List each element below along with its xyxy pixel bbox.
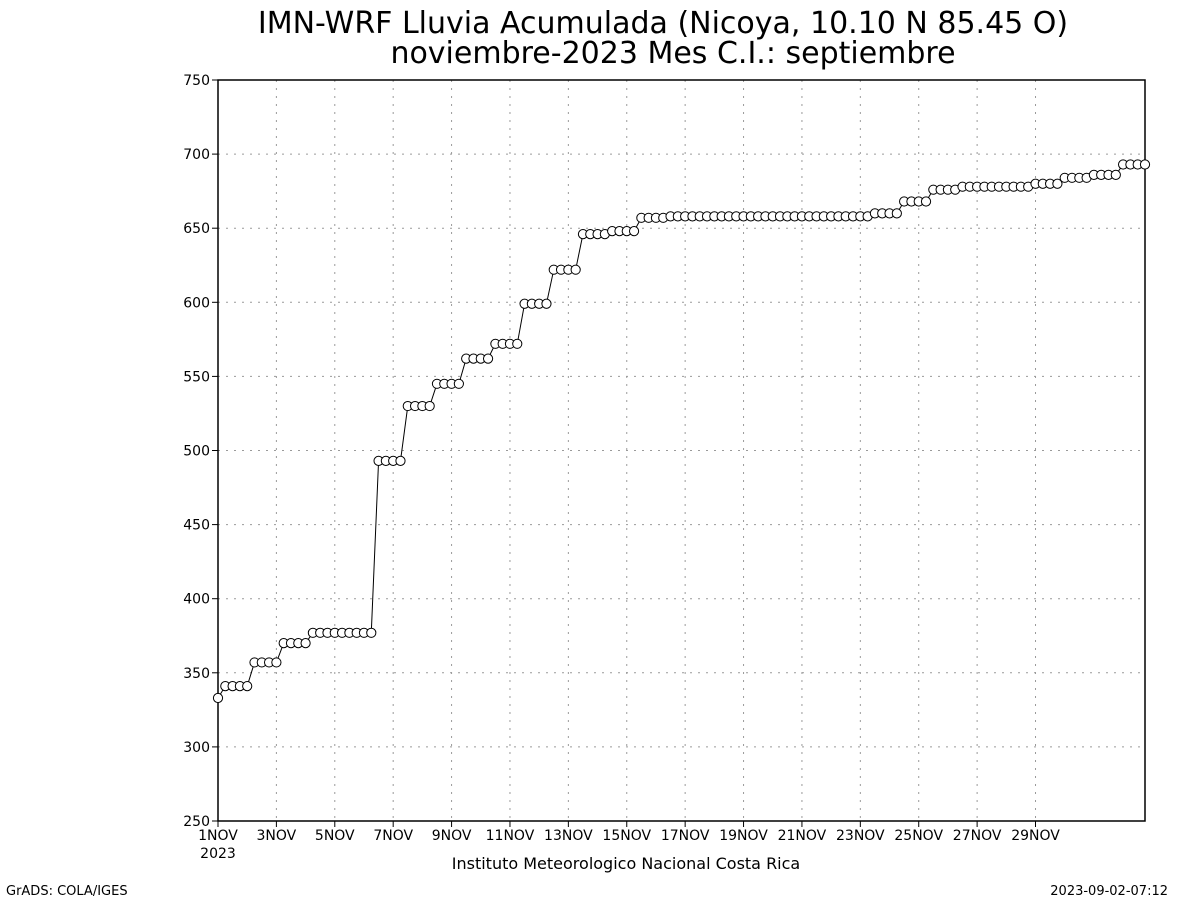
x-tick-label: 19NOV	[719, 828, 768, 844]
x-tick-label: 3NOV	[257, 828, 297, 844]
x-tick-label: 25NOV	[894, 828, 943, 844]
x-tick-label: 23NOV	[836, 828, 885, 844]
y-tick-label: 300	[183, 740, 210, 756]
timestamp-label: 2023-09-02-07:12	[1050, 884, 1168, 899]
data-point	[512, 338, 523, 349]
data-point	[1110, 169, 1121, 180]
series-line	[217, 163, 1145, 699]
y-tick-label: 350	[183, 666, 210, 682]
data-point	[541, 298, 552, 309]
x-axis-year-label: 2023	[200, 846, 236, 862]
data-point	[1052, 178, 1063, 189]
x-tick-label: 27NOV	[953, 828, 1002, 844]
software-credit: GrADS: COLA/IGES	[6, 884, 128, 899]
data-point	[212, 692, 224, 704]
data-point	[482, 353, 494, 364]
data-point	[570, 264, 581, 275]
y-tick-label: 400	[183, 592, 210, 608]
y-tick-label: 550	[183, 369, 210, 385]
x-tick-label: 15NOV	[602, 828, 651, 844]
y-tick-label: 650	[183, 221, 210, 237]
x-tick-label: 11NOV	[486, 828, 535, 844]
x-tick-label: 29NOV	[1011, 828, 1060, 844]
x-tick-label: 17NOV	[661, 828, 710, 844]
chart-subtitle: noviembre-2023 Mes C.I.: septiembre	[390, 36, 955, 71]
data-point	[1139, 159, 1151, 170]
y-tick-label: 600	[183, 295, 210, 311]
chart-title: IMN-WRF Lluvia Acumulada (Nicoya, 10.10 …	[258, 6, 1068, 41]
data-point	[395, 455, 406, 466]
y-tick-label: 500	[183, 444, 210, 460]
data-point	[453, 378, 464, 389]
x-tick-label: 13NOV	[544, 828, 593, 844]
y-tick-label: 450	[183, 518, 210, 534]
x-tick-label: 7NOV	[373, 828, 413, 844]
series-layer	[212, 159, 1151, 704]
data-point	[366, 627, 377, 638]
y-tick-label: 250	[183, 814, 210, 830]
data-point	[424, 400, 435, 412]
data-point	[242, 681, 253, 692]
data-point	[920, 196, 932, 207]
data-point	[891, 208, 902, 219]
data-point	[271, 657, 282, 668]
x-tick-label: 9NOV	[432, 828, 472, 844]
y-tick-label: 750	[183, 73, 210, 89]
x-tick-label: 5NOV	[315, 828, 355, 844]
y-axis: 250 300 350 400 450 500 550 600 650 700 750	[183, 73, 218, 830]
x-axis: 1NOV 3NOV 5NOV 7NOV 9NOV 11NOV 13NOV 15NOV 17NOV…	[198, 821, 1060, 844]
x-tick-label: 1NOV	[198, 828, 238, 844]
data-point	[628, 226, 640, 237]
institution-label: Instituto Meteorologico Nacional Costa R…	[452, 854, 800, 873]
grid-layer	[218, 80, 1145, 821]
x-tick-label: 21NOV	[778, 828, 827, 844]
y-tick-label: 700	[183, 147, 210, 163]
data-point	[300, 638, 311, 649]
